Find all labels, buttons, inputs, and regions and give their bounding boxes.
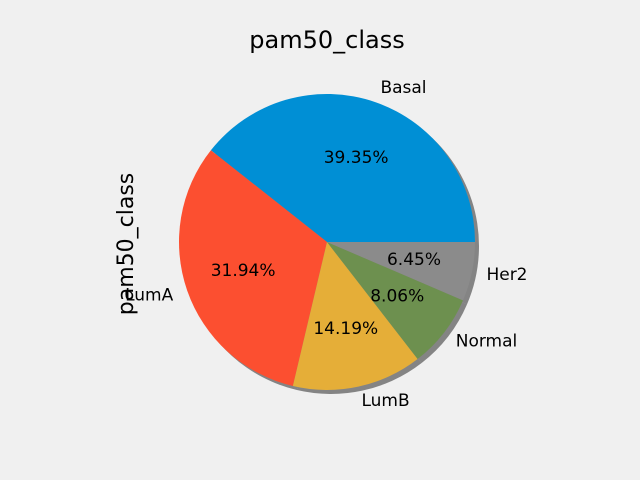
pie-slices: [178, 93, 475, 390]
slice-label-lumb: LumB: [361, 391, 409, 411]
slice-label-her2: Her2: [486, 265, 527, 285]
pie-labels: Basal 39.35% LumA 31.94% LumB 14.19% Normal 8.0…: [125, 78, 527, 411]
pct-label-normal: 8.06%: [370, 286, 424, 306]
pct-label-basal: 39.35%: [324, 148, 389, 168]
pie-slice-her2: [327, 242, 475, 301]
slice-label-basal: Basal: [380, 78, 426, 98]
pct-label-luma: 31.94%: [211, 261, 276, 281]
pie-slice-basal: [210, 93, 475, 242]
slice-label-normal: Normal: [456, 332, 518, 352]
pie-slice-normal: [327, 242, 464, 360]
slice-label-luma: LumA: [125, 285, 174, 305]
pie-slice-luma: [178, 150, 327, 387]
pct-label-her2: 6.45%: [387, 250, 441, 270]
chart-title: pam50_class: [249, 26, 404, 54]
pct-label-lumb: 14.19%: [313, 319, 378, 339]
y-axis-label: pam50_class: [114, 173, 139, 315]
pie-slice-lumb: [292, 242, 418, 390]
